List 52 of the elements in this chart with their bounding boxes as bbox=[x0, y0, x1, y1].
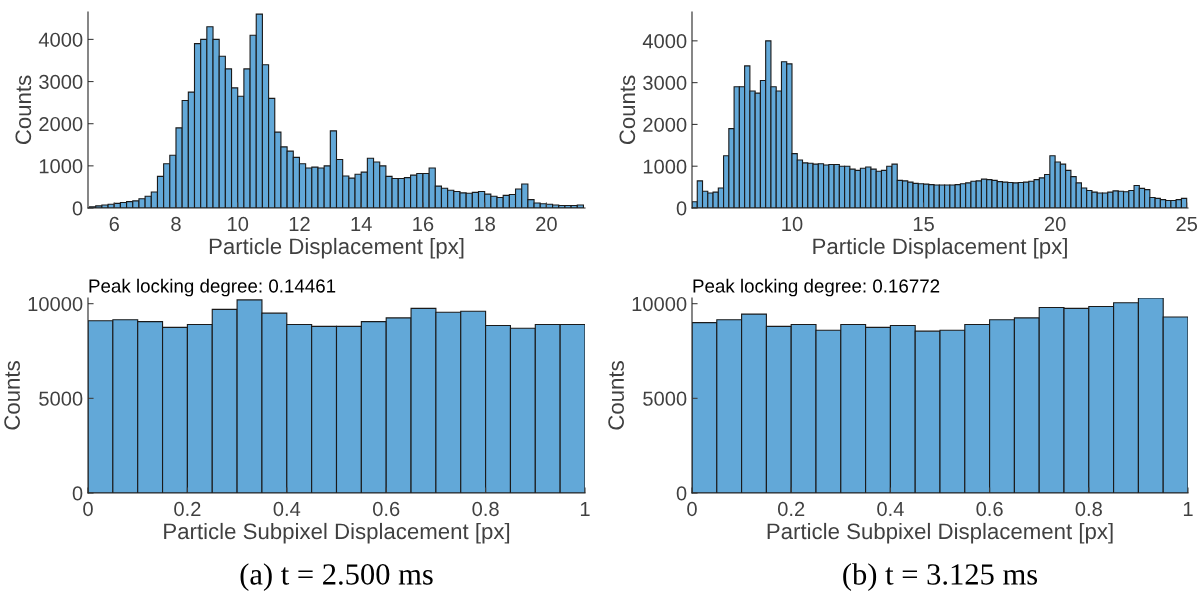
y-axis-title: Counts bbox=[15, 75, 32, 145]
y-tick-label: 10000 bbox=[632, 296, 687, 312]
x-tick-label: 1 bbox=[1183, 502, 1193, 516]
x-tick-label: 0.4 bbox=[877, 501, 904, 517]
x-tick-label: 12 bbox=[289, 216, 310, 231]
y-tick-label: 0 bbox=[72, 486, 83, 501]
y-tick-label: 2000 bbox=[643, 117, 687, 132]
text: (a) t = 2.500 ms bbox=[240, 563, 433, 591]
x-tick-label: 20 bbox=[536, 216, 557, 232]
x-axis-title: Particle Subpixel Displacement [px] bbox=[767, 522, 1113, 544]
y-tick-label: 4000 bbox=[642, 34, 687, 49]
x-tick-label: 10 bbox=[228, 216, 249, 232]
x-tick-label: 0.6 bbox=[372, 501, 400, 517]
chart-title: Peak locking degree: 0.14461 bbox=[89, 278, 336, 297]
y-axis-title: Counts bbox=[619, 75, 636, 145]
y-tick-label: 3000 bbox=[643, 75, 687, 91]
y-tick-label: 10000 bbox=[28, 296, 83, 312]
x-tick-label: 10 bbox=[782, 216, 803, 232]
x-tick-label: 20 bbox=[1044, 216, 1066, 232]
x-tick-label: 0 bbox=[687, 501, 697, 517]
x-tick-label: 0.8 bbox=[1075, 501, 1102, 517]
x-tick-label: 0.8 bbox=[472, 501, 499, 517]
x-tick-label: 16 bbox=[413, 216, 434, 232]
y-tick-label: 0 bbox=[72, 201, 83, 216]
y-axis-title: Counts bbox=[4, 361, 20, 430]
y-tick-label: 0 bbox=[676, 486, 687, 501]
y-axis-title: Counts bbox=[608, 361, 624, 430]
x-tick-label: 0.6 bbox=[976, 501, 1003, 517]
x-axis-title: Particle Displacement [px] bbox=[209, 237, 464, 259]
x-tick-label: 0 bbox=[83, 501, 93, 517]
x-axis-title: Particle Displacement [px] bbox=[813, 237, 1067, 259]
y-tick-label: 5000 bbox=[643, 391, 687, 406]
x-tick-label: 8 bbox=[171, 216, 181, 232]
x-tick-label: 0.2 bbox=[777, 501, 805, 517]
x-tick-label: 0.2 bbox=[174, 501, 201, 517]
y-tick-label: 3000 bbox=[39, 74, 83, 90]
y-tick-label: 2000 bbox=[39, 116, 83, 132]
x-tick-label: 1 bbox=[580, 502, 590, 516]
x-tick-label: 6 bbox=[109, 216, 119, 232]
chart-title: Peak locking degree: 0.16772 bbox=[693, 278, 940, 297]
y-tick-label: 1000 bbox=[39, 159, 83, 174]
x-tick-label: 18 bbox=[475, 216, 495, 232]
x-tick-label: 15 bbox=[913, 217, 934, 232]
y-tick-label: 0 bbox=[676, 201, 687, 216]
x-tick-label: 0.4 bbox=[273, 501, 301, 517]
x-axis-title: Particle Subpixel Displacement [px] bbox=[164, 522, 510, 544]
text: (b) t = 3.125 ms bbox=[843, 563, 1038, 591]
x-tick-label: 25 bbox=[1176, 216, 1198, 232]
x-tick-label: 14 bbox=[351, 217, 372, 231]
y-tick-label: 5000 bbox=[39, 391, 83, 406]
y-tick-label: 1000 bbox=[643, 159, 687, 174]
y-tick-label: 4000 bbox=[38, 32, 83, 47]
